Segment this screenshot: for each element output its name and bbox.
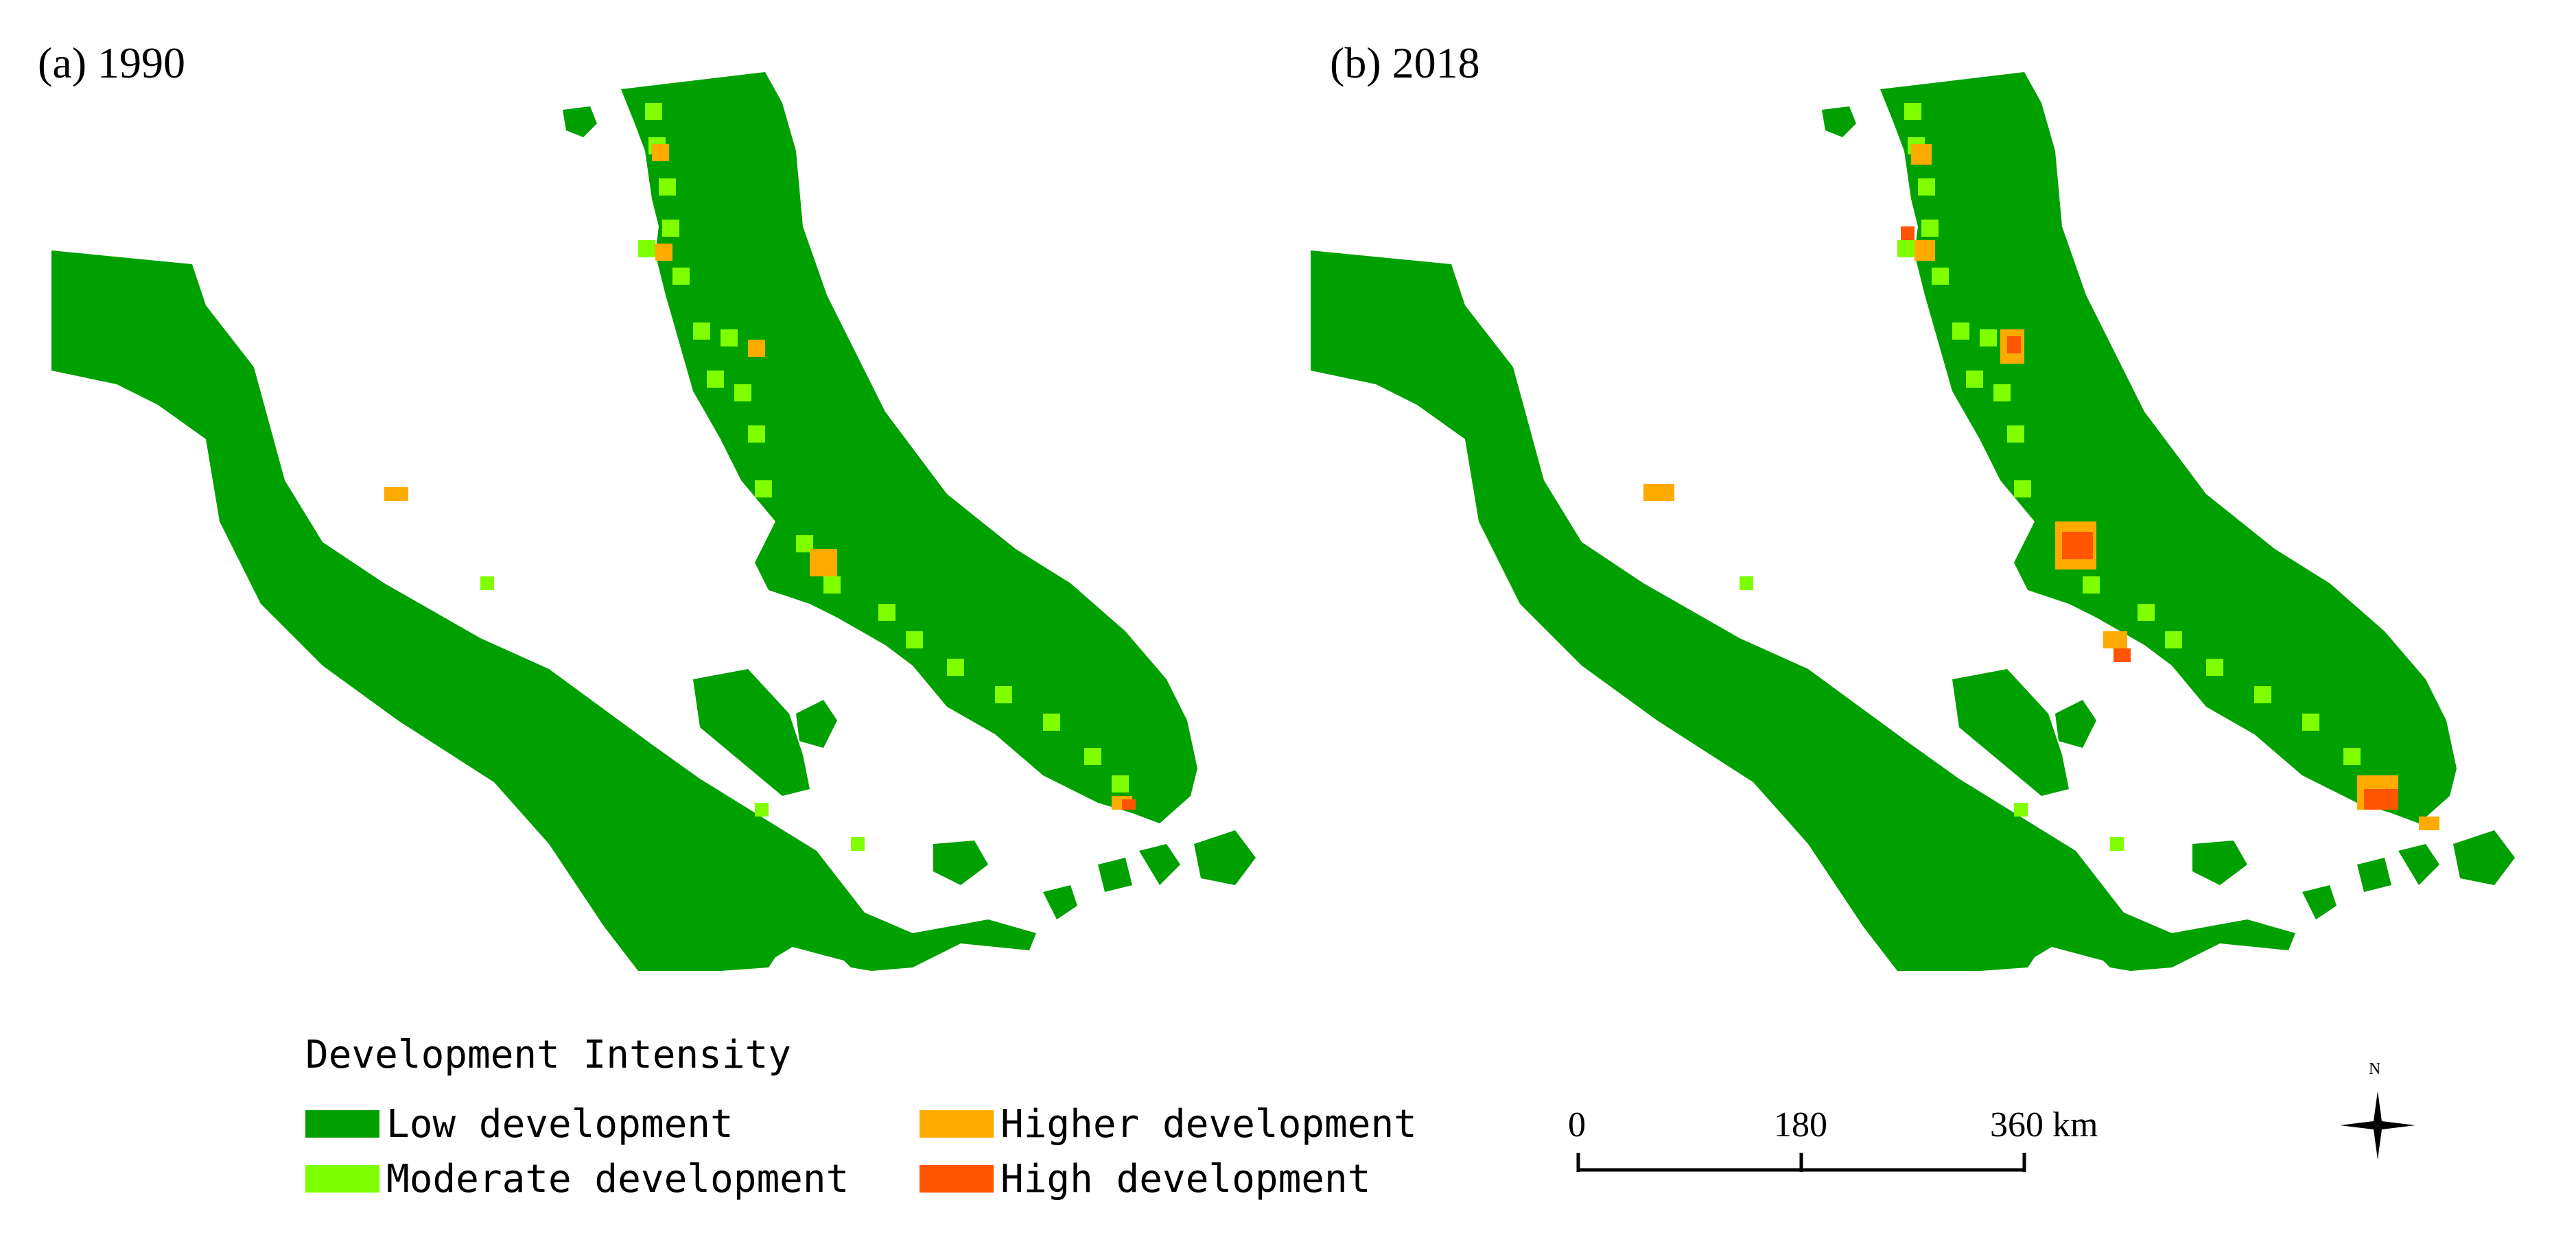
legend-swatch-high bbox=[920, 1165, 994, 1193]
legend-label-moderate: Moderate development bbox=[386, 1157, 849, 1201]
north-arrow-icon bbox=[2340, 1091, 2415, 1160]
legend-swatch-moderate bbox=[305, 1165, 379, 1193]
legend-label-higher: Higher development bbox=[1000, 1102, 1417, 1147]
scale-bar bbox=[1578, 1153, 2024, 1172]
legend-swatch-low bbox=[305, 1110, 379, 1138]
legend-label-low: Low development bbox=[386, 1102, 734, 1147]
legend-label-high: High development bbox=[1000, 1157, 1370, 1201]
map-panel-1990 bbox=[51, 72, 1256, 971]
scale-label-360: 360 km bbox=[1990, 1105, 2098, 1145]
legend-item-moderate: Moderate development bbox=[305, 1160, 849, 1198]
cells-high-1990 bbox=[1122, 799, 1136, 810]
north-label: N bbox=[2369, 1060, 2380, 1079]
legend-item-high: High development bbox=[920, 1160, 1370, 1198]
legend-title: Development Intensity bbox=[305, 1033, 791, 1077]
legend-swatch-higher bbox=[920, 1110, 994, 1138]
scale-label-180: 180 bbox=[1774, 1105, 1827, 1145]
legend-item-higher: Higher development bbox=[920, 1105, 1417, 1143]
legend-item-low: Low development bbox=[305, 1105, 734, 1143]
map-panel-2018 bbox=[1311, 72, 2515, 971]
scale-label-0: 0 bbox=[1568, 1105, 1586, 1145]
